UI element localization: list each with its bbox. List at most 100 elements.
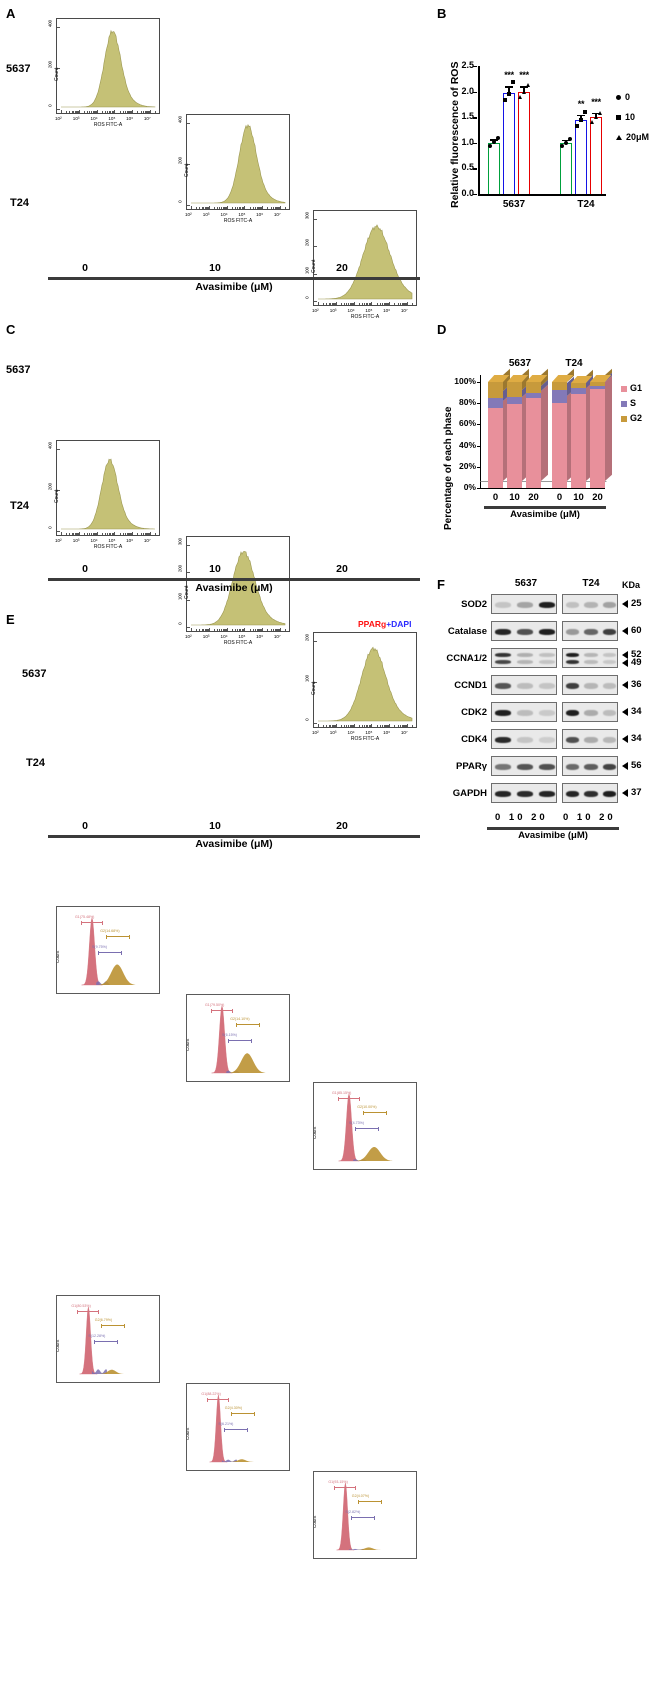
- panel-d-legend-label: G1: [630, 383, 643, 393]
- panel-a-x-tickmark: [243, 629, 245, 631]
- panel-a-x-tickmark: [364, 303, 366, 305]
- panel-a-x-tick: 10³: [329, 308, 337, 313]
- panel-a-x-tickmark: [331, 725, 333, 727]
- panel-c-gate-line: [207, 1399, 230, 1401]
- panel-a-x-tickmark: [274, 629, 276, 631]
- panel-f-band: [584, 764, 598, 770]
- panel-a-x-tickmark: [203, 207, 205, 209]
- panel-a-x-tickmark: [112, 533, 114, 535]
- panel-f-band: [565, 683, 579, 689]
- panel-a-x-tickmark: [334, 303, 336, 305]
- panel-a-x-tickmark: [87, 111, 89, 113]
- panel-a-x-tickmark: [279, 206, 281, 209]
- panel-a-x-tickmark: [69, 111, 71, 113]
- panel-a-x-axis-label: ROS FITC-A: [223, 218, 253, 224]
- panel-f-band: [602, 683, 617, 689]
- panel-a-x-tickmark: [130, 111, 132, 113]
- panel-a-x-tickmark: [142, 533, 144, 535]
- panel-d-y-tick: 0%: [463, 482, 476, 492]
- panel-a-x-tickmark: [145, 111, 147, 113]
- panel-f-band: [539, 764, 555, 770]
- panel-b-y-tickmark: [473, 194, 477, 196]
- panel-c-gate-end: [355, 1486, 357, 1490]
- panel-c-gate-line: [100, 1325, 125, 1327]
- panel-a-x-tickmark: [110, 111, 112, 113]
- panel-f-band: [495, 791, 511, 797]
- panel-a-dose-20: 20: [336, 262, 348, 274]
- panel-a-x-tickmark: [349, 725, 351, 727]
- panel-f-band: [495, 629, 511, 635]
- panel-c-gate-line: [228, 1040, 252, 1042]
- panel-a-x-tickmark: [385, 303, 387, 305]
- panel-a-x-tickmark: [261, 629, 263, 631]
- panel-a-x-tick: 10⁷: [273, 212, 281, 217]
- panel-a-x-tickmark: [318, 724, 319, 727]
- panel-a-x-tickmark: [394, 303, 396, 305]
- panel-a-x-tickmark: [206, 207, 208, 209]
- panel-b-legend-label: 10: [625, 112, 636, 122]
- panel-a-y-tick: 0: [177, 200, 183, 203]
- panel-a-x-tick-row: [57, 110, 159, 113]
- panel-c-gate-line: [236, 1024, 261, 1026]
- panel-c-gate-end: [236, 1023, 238, 1027]
- panel-c-gate-end: [386, 1111, 388, 1115]
- panel-a-x-tickmark: [370, 725, 372, 727]
- panel-c-y-axis-label: Count: [186, 1427, 190, 1440]
- panel-d-segment-G2-1: [507, 382, 522, 398]
- panel-d-y-tickmark: [477, 403, 480, 405]
- panel-a-x-tickmark: [107, 533, 109, 535]
- panel-a-y-tick: 400: [47, 19, 53, 28]
- panel-c-gate-end: [228, 1039, 229, 1043]
- panel-a-x-axis-label: ROS FITC-A: [350, 314, 380, 320]
- panel-b-y-tick: 2.5: [461, 60, 474, 70]
- panel-a-x-tickmark: [244, 628, 246, 631]
- panel-a-y-tickmark: [57, 68, 60, 69]
- panel-f-blot-GAPDH-T24: [562, 783, 618, 803]
- panel-a-x-tickmark: [111, 533, 113, 535]
- panel-f-band: [539, 602, 555, 608]
- panel-c-gate-end: [259, 1023, 261, 1027]
- panel-a-x-tickmark: [262, 628, 264, 631]
- panel-d-segment-G1-0: [488, 407, 503, 488]
- panel-c-gate-label-S: S(2.82%): [345, 1510, 361, 1514]
- panel-a-y-tickmark: [314, 273, 317, 275]
- panel-a-x-tickmark: [406, 724, 408, 727]
- panel-a-x-tickmark: [362, 303, 364, 305]
- panel-a-x-tickmark: [382, 303, 384, 305]
- panel-b-error-bar: [523, 86, 525, 93]
- panel-d-segment-side-G1-2: [541, 384, 548, 481]
- panel-a-x-tickmark: [240, 629, 242, 631]
- panel-f-band: [565, 764, 579, 770]
- panel-a-histogram-curve: [61, 29, 156, 108]
- panel-a-x-tickmark: [224, 629, 226, 631]
- panel-a-x-tickmark: [241, 629, 243, 631]
- panel-a-x-tickmark: [379, 725, 381, 727]
- panel-f-band: [495, 737, 511, 743]
- panel-f-band: [517, 791, 533, 797]
- panel-a-x-tickmark: [71, 533, 73, 535]
- panel-b-y-tick: 0.0: [461, 188, 474, 198]
- panel-a-x-tick-row: [314, 724, 416, 727]
- panel-f-band: [602, 737, 617, 743]
- panel-a-x-tick: 10²: [185, 212, 192, 217]
- panel-e-letter: E: [6, 612, 15, 627]
- panel-c-plot-T24-10: G1(88.22%)G2(4.30%)S(6.21%)050100PI PE-A…: [186, 1383, 290, 1471]
- panel-b-error-cap: [520, 86, 528, 88]
- panel-a-histogram-curve: [191, 124, 286, 204]
- panel-c-cycle-curve: [211, 1005, 266, 1074]
- panel-d-y-tickmark: [477, 424, 480, 426]
- panel-f-protein-label-CDK4: CDK4: [461, 734, 487, 745]
- panel-c-gate-label-G1: G1(88.22%): [201, 1392, 221, 1396]
- panel-b-error-bar: [580, 114, 582, 120]
- panel-a-x-tickmark: [412, 303, 414, 305]
- panel-c-gate-bar-S: [224, 1428, 249, 1432]
- panel-a-x-tickmark: [149, 111, 151, 113]
- panel-f-band: [517, 653, 533, 657]
- panel-f-band: [565, 791, 579, 797]
- panel-a-x-axis-label: ROS FITC-A: [93, 544, 123, 550]
- panel-a-x-tickmark: [277, 629, 279, 631]
- panel-a-x-tickmark: [237, 207, 239, 209]
- panel-a-x-tickmark: [249, 629, 251, 631]
- panel-b-y-tick: 1.5: [461, 111, 474, 122]
- panel-b-legend-label: 0: [625, 92, 631, 102]
